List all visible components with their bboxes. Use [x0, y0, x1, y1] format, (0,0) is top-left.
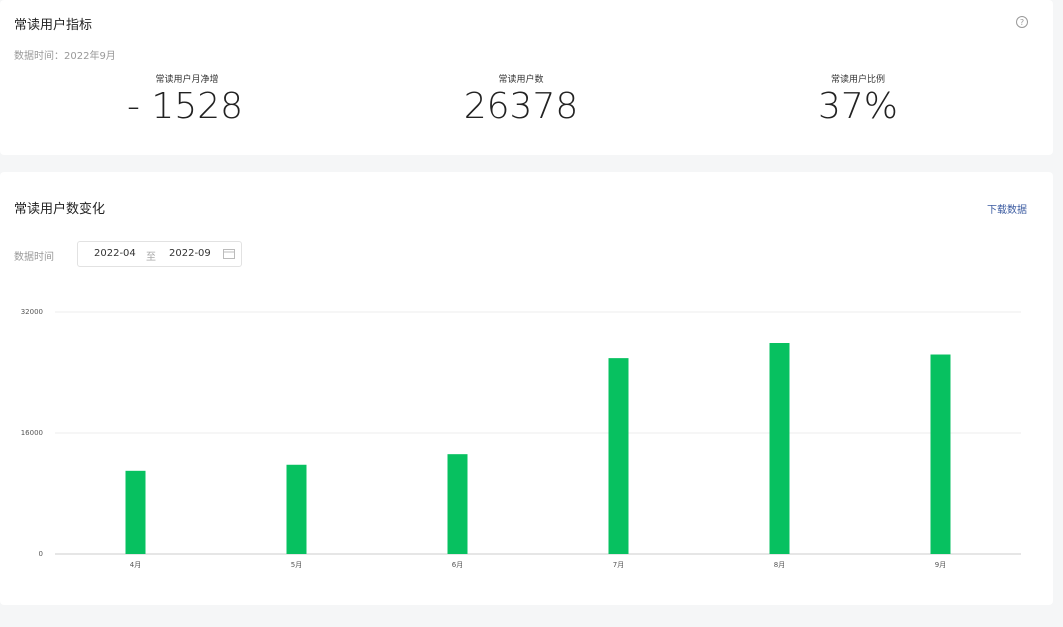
- bar: [930, 354, 951, 554]
- metric-label: 常读用户数: [498, 75, 544, 85]
- card-title: 常读用户指标: [14, 18, 93, 33]
- bar: [608, 358, 629, 554]
- chart: 0 16000 32000 4月 5月 6月 7月 8月 9月: [21, 308, 1021, 569]
- date-label: 数据时间: [14, 252, 54, 263]
- help-icon[interactable]: ?: [1015, 15, 1029, 29]
- y-tick-label: 16000: [21, 429, 43, 437]
- x-tick-label: 6月: [452, 561, 463, 569]
- metric-value: 26378: [463, 86, 579, 127]
- download-link[interactable]: 下载数据: [987, 205, 1027, 216]
- bar: [125, 470, 146, 554]
- metric-value: - 1528: [126, 86, 244, 127]
- y-tick-label: 0: [39, 550, 43, 558]
- bar: [769, 343, 790, 554]
- metric-label: 常读用户比例: [830, 75, 886, 85]
- bar: [286, 464, 307, 554]
- date-start: 2022-04: [94, 248, 136, 259]
- x-tick-label: 7月: [613, 561, 624, 569]
- x-tick-label: 5月: [291, 561, 302, 569]
- x-tick-label: 4月: [130, 561, 141, 569]
- metrics-card: 常读用户指标 ? 数据时间：2022年9月 常读用户月净增 - 1528 常读用…: [0, 0, 1053, 155]
- data-time: 数据时间：2022年9月: [14, 51, 116, 62]
- x-tick-label: 8月: [774, 561, 785, 569]
- card-title: 常读用户数变化: [14, 202, 106, 217]
- calendar-icon: [223, 249, 235, 259]
- trend-card: [0, 172, 1053, 605]
- metric-value: 37%: [817, 86, 899, 127]
- x-tick-label: 9月: [935, 561, 946, 569]
- bar: [447, 454, 468, 554]
- metric-label: 常读用户月净增: [155, 75, 219, 85]
- svg-text:?: ?: [1020, 18, 1024, 27]
- date-separator: 至: [146, 252, 156, 263]
- date-range-picker[interactable]: 2022-04 至 2022-09: [77, 241, 242, 267]
- y-tick-label: 32000: [21, 308, 43, 316]
- date-end: 2022-09: [169, 248, 211, 259]
